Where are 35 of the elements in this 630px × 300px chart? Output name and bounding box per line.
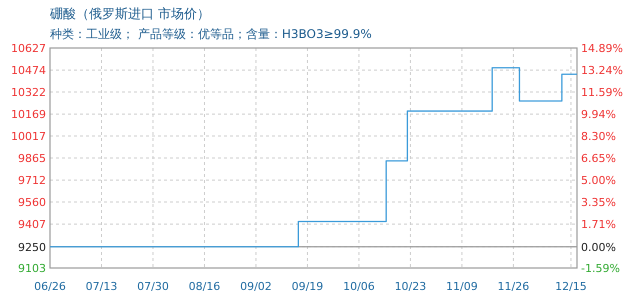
y2-tick-label: 13.24% xyxy=(581,64,623,78)
x-tick-label: 08/16 xyxy=(188,280,220,293)
x-tick-label: 10/23 xyxy=(394,280,426,293)
y-tick-label: 9407 xyxy=(18,218,46,232)
y2-tick-label: 6.65% xyxy=(581,152,616,165)
y-tick-label: 9865 xyxy=(18,152,46,165)
x-tick-label: 06/26 xyxy=(34,280,66,293)
x-tick-label: 11/09 xyxy=(446,280,478,293)
x-tick-label: 10/06 xyxy=(343,280,375,293)
y-tick-label: 9560 xyxy=(18,196,46,210)
chart-title: 硼酸（俄罗斯进口 市场价） xyxy=(49,7,210,22)
y-tick-label: 10017 xyxy=(11,130,46,144)
x-tick-label: 09/19 xyxy=(292,280,324,293)
y-tick-label: 10322 xyxy=(11,86,46,100)
y-tick-label: 10169 xyxy=(11,108,46,122)
y-tick-label: 9250 xyxy=(18,240,46,254)
x-tick-label: 07/13 xyxy=(86,280,118,293)
x-tick-label: 07/30 xyxy=(137,280,169,293)
y2-tick-label: 5.00% xyxy=(581,174,616,188)
y-tick-label: 10627 xyxy=(11,42,46,55)
y2-tick-label: 9.94% xyxy=(581,108,616,122)
x-tick-label: 09/02 xyxy=(240,280,272,293)
y2-tick-label: 0.00% xyxy=(581,240,616,254)
y2-tick-label: 3.35% xyxy=(581,196,616,210)
x-tick-label: 12/15 xyxy=(555,280,587,293)
x-tick-label: 11/26 xyxy=(498,280,530,293)
chart-subtitle: 种类：工业级； 产品等级：优等品；含量：H3BO3≥99.9% xyxy=(50,27,372,41)
y2-tick-label: -1.59% xyxy=(581,262,620,275)
y2-tick-label: 1.71% xyxy=(581,218,616,231)
y2-tick-label: 11.59% xyxy=(581,86,623,100)
y-tick-label: 10474 xyxy=(11,64,46,78)
y2-tick-label: 8.30% xyxy=(581,130,616,143)
y-tick-label: 9103 xyxy=(18,262,46,275)
y-tick-label: 9712 xyxy=(18,174,46,188)
y2-tick-label: 14.89% xyxy=(581,42,623,55)
